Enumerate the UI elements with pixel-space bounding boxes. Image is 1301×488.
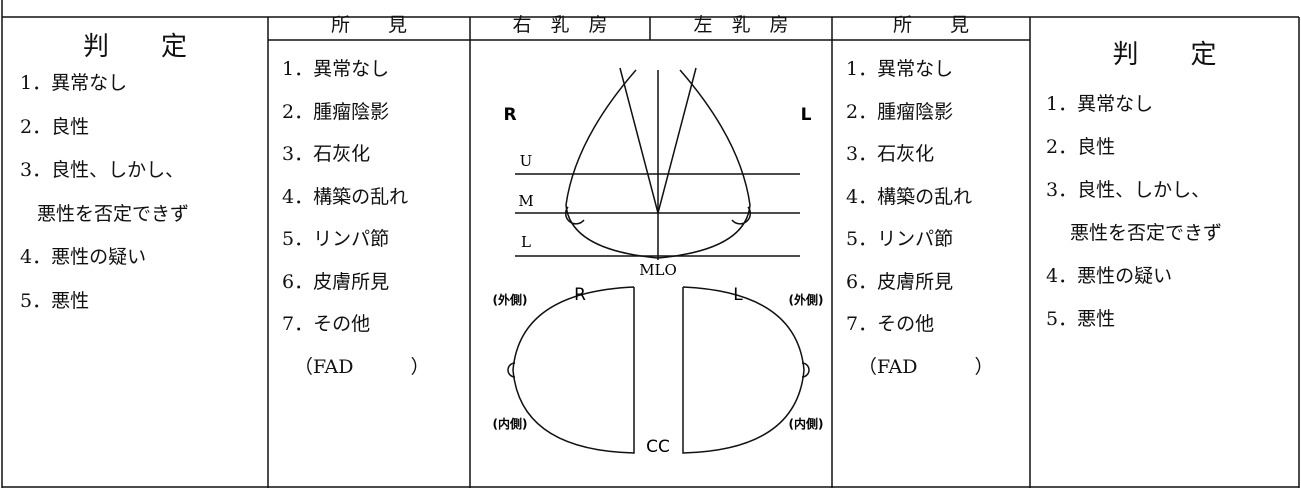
- cc-right-outer: (外側): [493, 292, 528, 307]
- cc-right-label: R: [574, 285, 586, 305]
- cc-left-label: L: [733, 285, 743, 305]
- mlo-upper-label: U: [520, 152, 533, 170]
- cc-right-inner: (内側): [493, 416, 528, 431]
- list-item: 3．石灰化: [282, 143, 371, 165]
- list-item: 5．リンパ節: [846, 228, 954, 250]
- mlo-lower-label: L: [521, 233, 531, 251]
- list-item: 6．皮膚所見: [282, 270, 390, 293]
- mlo-label: MLO: [639, 261, 677, 279]
- cc-label: CC: [646, 437, 670, 457]
- list-item: 1．異常なし: [282, 58, 390, 80]
- list-item: 5．リンパ節: [282, 228, 390, 250]
- mlo-right-label: R: [503, 105, 516, 125]
- list-item: 1．異常なし: [846, 58, 954, 80]
- list-item: 2．良性: [1046, 136, 1116, 158]
- judgment-title: 判 定: [82, 32, 187, 62]
- list-item: 5．悪性: [20, 289, 90, 312]
- right-breast-header: 右 乳 房: [512, 14, 608, 36]
- left-breast-header: 左 乳 房: [693, 14, 789, 36]
- cc-left-inner: (内側): [789, 416, 824, 431]
- list-item: 2．腫瘤陰影: [282, 100, 390, 123]
- mlo-left-label: L: [801, 105, 812, 125]
- list-item: 1．異常なし: [20, 72, 128, 94]
- list-item: 3．良性、しかし、: [1046, 179, 1211, 201]
- list-item: 4．悪性の疑い: [1046, 265, 1173, 287]
- list-item: 4．構築の乱れ: [282, 185, 409, 208]
- list-item: 7．その他: [846, 313, 935, 335]
- cc-left-outer: (外側): [789, 292, 824, 307]
- list-item: 悪性を否定できず: [37, 202, 190, 225]
- list-item: 6．皮膚所見: [846, 270, 954, 293]
- list-item: 2．腫瘤陰影: [846, 100, 954, 123]
- list-item: 7．その他: [282, 313, 371, 335]
- list-item: 3．石灰化: [846, 143, 935, 165]
- judgment-title: 判 定: [1112, 40, 1217, 70]
- mlo-middle-label: M: [518, 192, 533, 210]
- findings-header: 所 見: [892, 14, 969, 36]
- list-item: 悪性を否定できず: [1070, 222, 1223, 244]
- list-item: 3．良性、しかし、: [20, 159, 185, 181]
- list-item: （FAD ）: [858, 355, 994, 378]
- findings-header: 所 見: [330, 14, 407, 36]
- list-item: 5．悪性: [1046, 308, 1116, 330]
- list-item: 4．構築の乱れ: [846, 185, 973, 208]
- list-item: 2．良性: [20, 115, 90, 138]
- list-item: 1．異常なし: [1046, 93, 1154, 115]
- list-item: 4．悪性の疑い: [20, 246, 147, 268]
- list-item: （FAD ）: [294, 355, 430, 378]
